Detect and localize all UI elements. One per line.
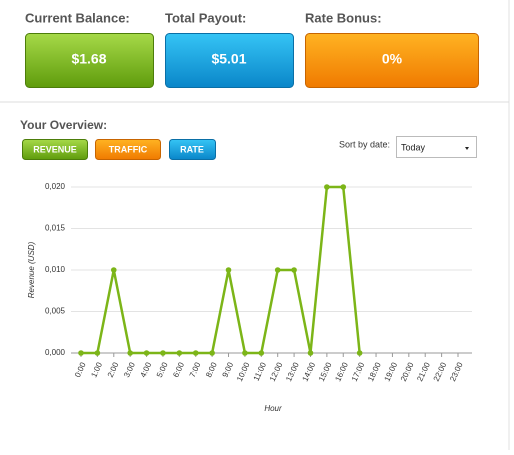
- x-tick-label: 4:00: [139, 360, 154, 378]
- data-point: [242, 350, 248, 356]
- tab-label[interactable]: REVENUE: [33, 144, 77, 154]
- data-point: [324, 184, 330, 190]
- y-tick-label: 0,020: [45, 182, 66, 191]
- card-value: $1.68: [71, 51, 106, 67]
- data-point: [209, 350, 215, 356]
- data-point: [192, 350, 199, 356]
- x-tick-label: 15:00: [317, 360, 334, 382]
- data-point: [176, 350, 183, 356]
- data-point: [160, 350, 166, 356]
- sort-label: Sort by date:: [339, 139, 390, 149]
- x-tick-label: 19:00: [383, 360, 400, 382]
- y-tick-label: 0,000: [45, 348, 66, 357]
- data-point: [291, 267, 297, 273]
- data-point: [94, 350, 101, 356]
- data-point: [143, 350, 150, 356]
- data-point: [110, 267, 117, 273]
- bonus-card: [305, 33, 479, 88]
- y-tick-label: 0,010: [45, 265, 66, 274]
- data-point: [340, 184, 347, 190]
- x-tick-label: 17:00: [350, 360, 367, 382]
- x-tick-label: 13:00: [284, 360, 301, 382]
- x-tick-label: 1:00: [89, 360, 104, 378]
- y-tick-label: 0,005: [45, 307, 66, 316]
- x-tick-label: 14:00: [301, 360, 318, 382]
- data-point: [225, 267, 232, 273]
- x-tick-label: 22:00: [432, 360, 449, 382]
- card-value: $5.01: [211, 51, 246, 67]
- card-value: 0%: [382, 51, 403, 67]
- x-tick-label: 11:00: [252, 360, 269, 382]
- x-axis-label: Hour: [264, 404, 282, 413]
- line-series: [81, 185, 361, 355]
- select-arrow: [465, 147, 469, 150]
- payout-card: [165, 33, 294, 88]
- tab-button[interactable]: [169, 139, 216, 160]
- y-axis-label: Revenue (USD): [27, 241, 36, 298]
- data-point: [356, 350, 363, 356]
- x-tick-label: 8:00: [204, 360, 219, 378]
- data-point: [274, 267, 281, 273]
- x-tick-label: 7:00: [188, 360, 203, 378]
- card-label: Current Balance:: [25, 10, 130, 25]
- x-tick-label: 0:00: [73, 360, 88, 378]
- tab-label[interactable]: TRAFFIC: [109, 144, 148, 154]
- x-tick-label: 21:00: [415, 360, 432, 382]
- card-label: Total Payout:: [165, 10, 246, 25]
- data-point: [78, 350, 84, 356]
- data-point: [127, 350, 133, 356]
- card-label: Rate Bonus:: [305, 10, 382, 25]
- sort-select[interactable]: [396, 136, 477, 158]
- x-tick-label: 10:00: [235, 360, 252, 382]
- x-tick-label: 9:00: [221, 360, 236, 378]
- data-point: [307, 350, 314, 356]
- x-tick-label: 23:00: [448, 360, 465, 382]
- tab-button[interactable]: [22, 139, 88, 160]
- y-tick-label: 0,015: [45, 224, 66, 233]
- overview-title: Your Overview:: [20, 118, 107, 132]
- tab-button[interactable]: [95, 139, 161, 160]
- x-tick-label: 3:00: [122, 360, 137, 378]
- x-tick-label: 12:00: [268, 360, 285, 382]
- x-tick-label: 2:00: [106, 360, 121, 378]
- tab-label[interactable]: RATE: [180, 144, 204, 154]
- x-tick-label: 5:00: [155, 360, 170, 378]
- x-tick-label: 18:00: [366, 360, 383, 382]
- x-tick-label: 20:00: [399, 360, 416, 382]
- data-point: [258, 350, 265, 356]
- sort-value[interactable]: Today: [401, 142, 426, 152]
- x-tick-label: 6:00: [171, 360, 186, 378]
- x-tick-label: 16:00: [333, 360, 350, 382]
- balance-card: [25, 33, 154, 88]
